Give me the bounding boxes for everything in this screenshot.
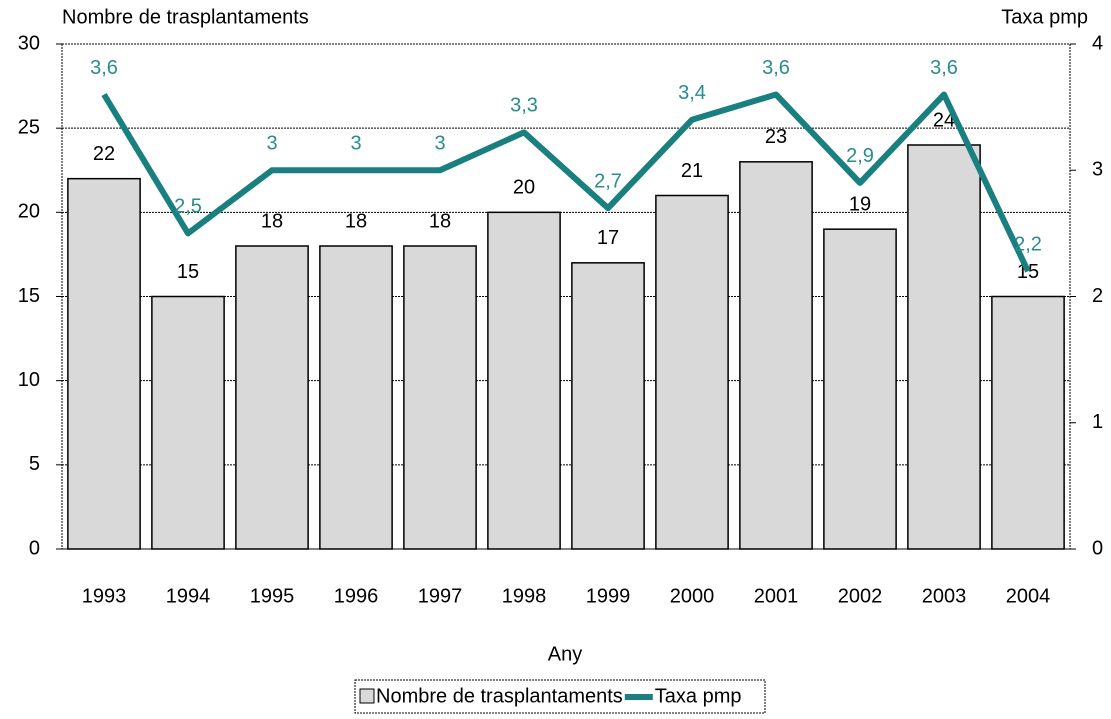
line-value-label: 2,5 [174,196,202,218]
bar-value-label: 18 [429,210,451,232]
bar [907,144,981,550]
y-tick-label: 20 [18,201,40,223]
bar [67,177,141,550]
line [101,91,1031,273]
bar [235,245,309,550]
x-tick-label: 1997 [418,585,463,607]
bar [823,228,897,550]
y-axis-label: Nombre de trasplantaments [62,6,309,28]
x-tick-label: 2000 [670,585,715,607]
x-tick-label: 1994 [166,585,211,607]
y-tick-label: 5 [29,453,40,475]
y-tick-label: 25 [18,116,40,138]
line-value-label: 3,6 [762,57,790,79]
line-value-label: 3,3 [510,95,538,117]
y2-tick-label: 3 [1092,159,1103,181]
bar [571,262,645,550]
legend-label: Nombre de trasplantaments [376,685,623,707]
bar [403,245,477,550]
y2-tick-label: 4 [1092,32,1103,54]
y-tick-label: 0 [29,537,40,559]
x-tick-label: 2002 [838,585,883,607]
bar [151,295,225,550]
line-value-label: 2,9 [846,145,874,167]
legend-label: Taxa pmp [655,685,742,707]
x-tick-label: 1996 [334,585,379,607]
line-value-label: 3,6 [930,57,958,79]
x-tick-label: 1993 [82,585,127,607]
x-tick-label: 2001 [754,585,799,607]
y-tick-label: 30 [18,32,40,54]
bar-value-label: 15 [177,261,199,283]
y-tick-label: 15 [18,285,40,307]
line-value-label: 3 [434,133,445,155]
bar-value-label: 20 [513,177,535,199]
bar [319,245,393,550]
y2-tick-label: 1 [1092,411,1103,433]
bar [991,295,1065,550]
line-value-label: 3,6 [90,57,118,79]
plot-frame [61,43,1071,550]
x-tick-label: 2003 [922,585,967,607]
line-value-label: 3 [266,133,277,155]
x-tick-label: 1995 [250,585,295,607]
bar-value-label: 24 [933,109,955,131]
bar-value-label: 23 [765,126,787,148]
bar [487,211,561,550]
bar-value-label: 18 [261,210,283,232]
line-value-label: 2,2 [1014,234,1042,256]
y-tick-label: 10 [18,369,40,391]
legend-swatch [359,688,375,704]
x-tick-label: 2004 [1006,585,1051,607]
line-value-label: 3,4 [678,82,706,104]
x-tick-label: 1999 [586,585,631,607]
line-value-label: 3 [350,133,361,155]
x-tick-label: 1998 [502,585,547,607]
line-value-label: 2,7 [594,170,622,192]
bar-value-label: 18 [345,210,367,232]
bar-value-label: 21 [681,160,703,182]
y2-tick-label: 0 [1092,537,1103,559]
bar-value-label: 22 [93,143,115,165]
y2-tick-label: 2 [1092,285,1103,307]
x-axis-label: Any [548,643,582,665]
bar-value-label: 17 [597,227,619,249]
bar-value-label: 19 [849,193,871,215]
legend-box [354,679,766,714]
bar-value-label: 15 [1017,261,1039,283]
bar [739,161,813,550]
bar [655,194,729,550]
y2-axis-label: Taxa pmp [1001,6,1088,28]
